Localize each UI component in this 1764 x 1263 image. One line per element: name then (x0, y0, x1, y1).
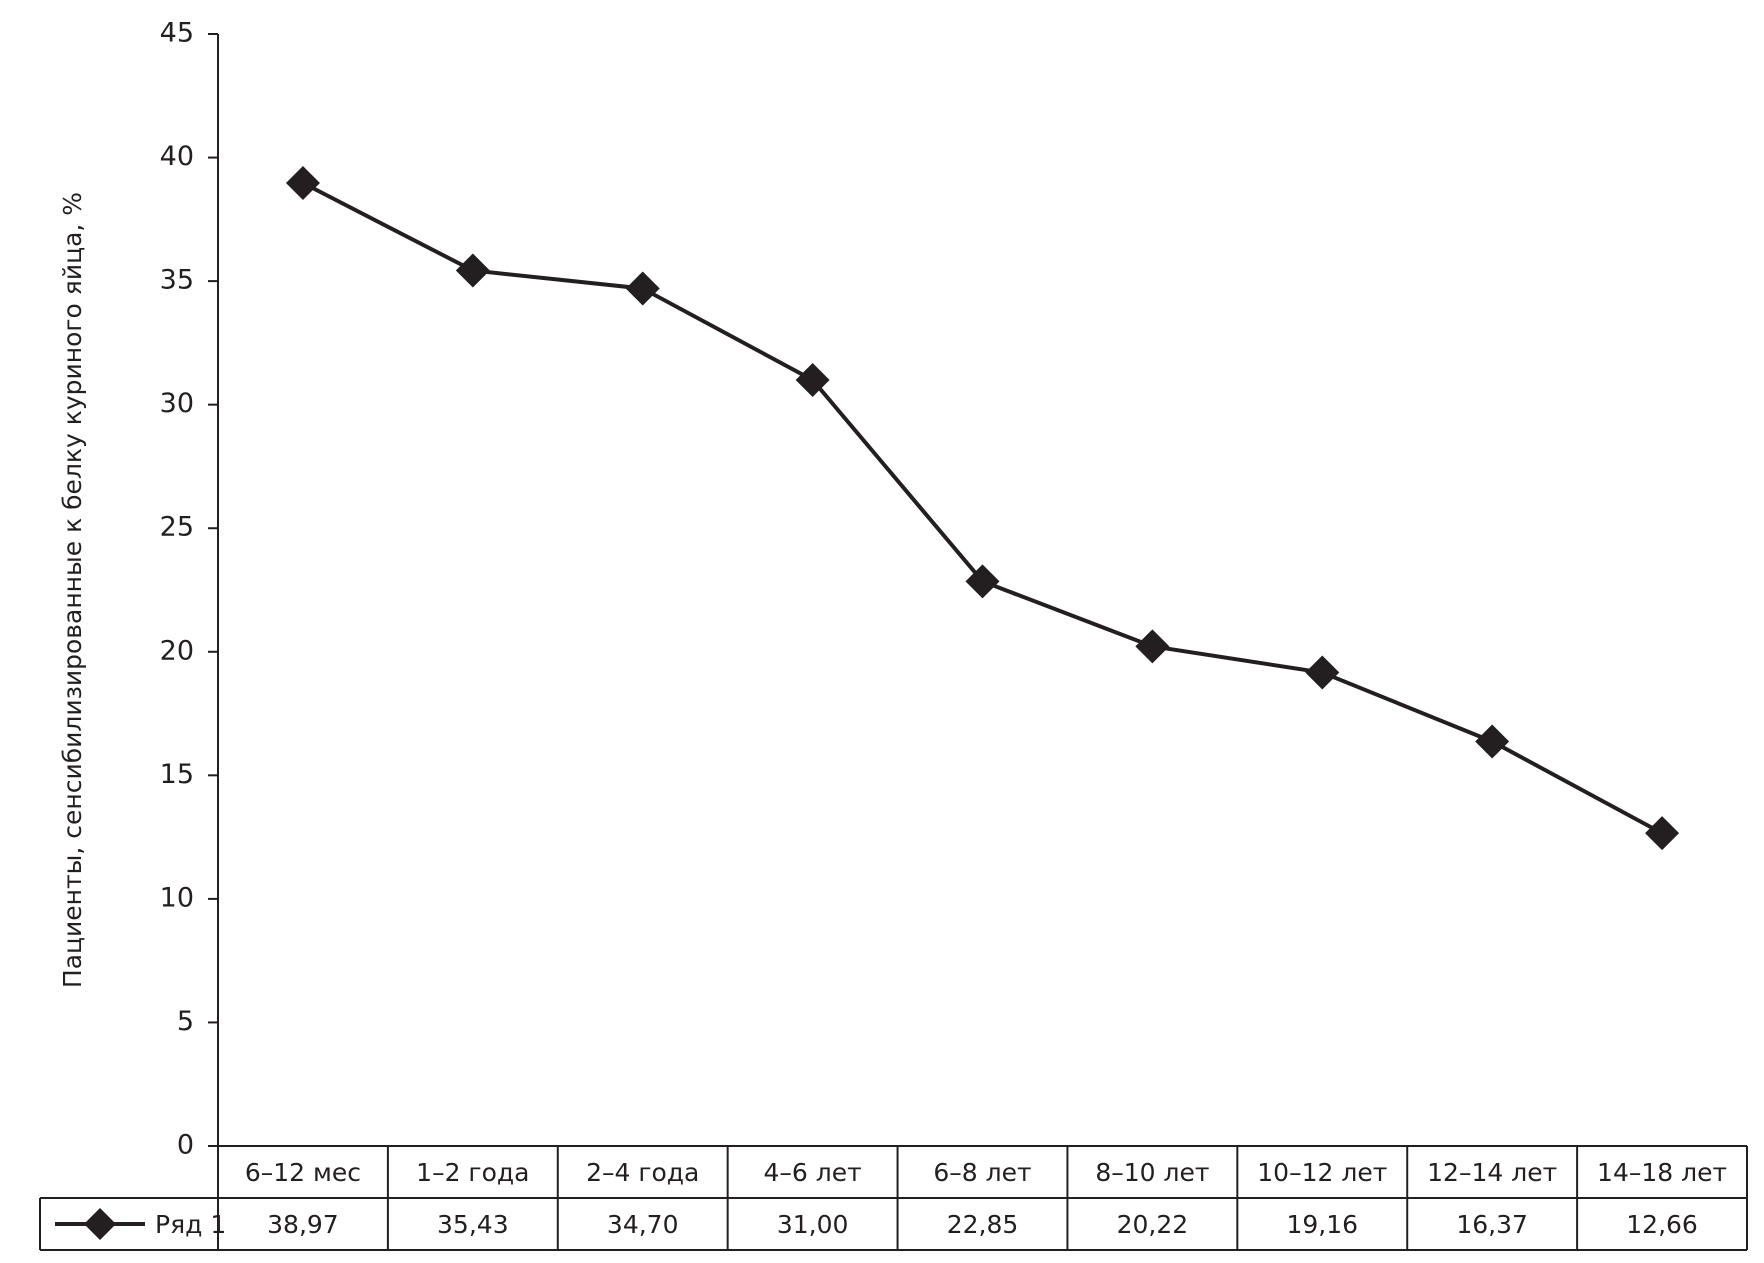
marker (625, 271, 660, 306)
marker (455, 253, 490, 288)
x-tick-label: 12–14 лет (1427, 1158, 1557, 1187)
table-value: 22,85 (947, 1210, 1019, 1239)
marker (1305, 655, 1340, 690)
y-axis-label: Пациенты, сенсибилизированные к белку ку… (58, 192, 87, 988)
y-tick-label: 5 (177, 1006, 194, 1037)
series-line (302, 181, 1664, 835)
y-tick-label: 25 (160, 512, 194, 543)
y-tick-label: 10 (160, 882, 194, 913)
marker (285, 166, 320, 201)
y-tick-label: 15 (160, 759, 194, 790)
marker (795, 362, 830, 397)
table-value: 19,16 (1286, 1210, 1358, 1239)
y-tick-label: 0 (177, 1130, 194, 1161)
legend-label: Ряд 1 (155, 1210, 226, 1239)
x-tick-label: 1–2 года (416, 1158, 529, 1187)
y-tick-label: 40 (160, 141, 194, 172)
table-value: 16,37 (1456, 1210, 1528, 1239)
table-value: 38,97 (267, 1210, 339, 1239)
x-tick-label: 6–8 лет (933, 1158, 1031, 1187)
y-tick-label: 35 (160, 265, 194, 296)
x-tick-label: 8–10 лет (1095, 1158, 1209, 1187)
y-tick-label: 20 (160, 635, 194, 666)
legend-marker (84, 1208, 116, 1240)
x-tick-label: 14–18 лет (1597, 1158, 1727, 1187)
x-tick-label: 2–4 года (586, 1158, 699, 1187)
table-value: 31,00 (777, 1210, 849, 1239)
table-value: 20,22 (1117, 1210, 1189, 1239)
table-value: 35,43 (437, 1210, 509, 1239)
table-value: 12,66 (1626, 1210, 1698, 1239)
x-tick-label: 4–6 лет (764, 1158, 862, 1187)
marker (1475, 724, 1510, 759)
marker (1135, 629, 1170, 664)
marker (1645, 816, 1680, 851)
x-tick-label: 6–12 мес (245, 1158, 361, 1187)
marker (965, 564, 1000, 599)
y-tick-label: 30 (160, 388, 194, 419)
y-tick-label: 45 (160, 18, 194, 49)
x-tick-label: 10–12 лет (1257, 1158, 1387, 1187)
table-value: 34,70 (607, 1210, 679, 1239)
